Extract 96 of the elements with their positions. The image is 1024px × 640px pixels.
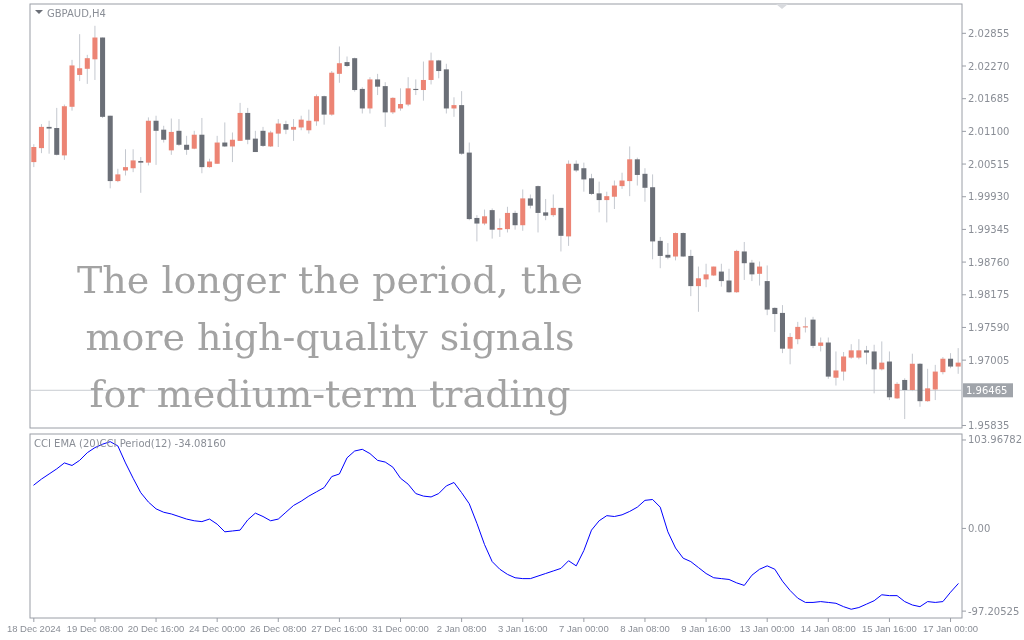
- candlestick: [38, 123, 44, 154]
- annotation: The longer the period, the more high-quality signals for medium-term trading: [77, 257, 583, 416]
- candlestick: [627, 145, 633, 197]
- candlestick: [749, 259, 755, 282]
- chart-title: GBPAUD,H4: [47, 7, 106, 19]
- candlestick: [84, 54, 90, 85]
- candlestick: [543, 198, 549, 221]
- x-tick-label: 19 Dec 08:00: [66, 623, 124, 634]
- candlestick: [741, 241, 747, 281]
- candlestick: [344, 56, 350, 68]
- x-tick-label: 31 Dec 00:00: [372, 623, 429, 634]
- candlestick: [581, 162, 587, 193]
- x-tick-label: 13 Jan 00:00: [739, 623, 795, 634]
- candlestick: [504, 206, 510, 233]
- ref-line-label: 1.96465: [966, 384, 1008, 396]
- candlestick: [512, 210, 518, 231]
- line-series: [33, 441, 959, 610]
- candlestick: [77, 33, 83, 82]
- x-tick-label: 18 Dec 2024: [6, 623, 61, 634]
- candlestick: [757, 261, 763, 287]
- x-tick-label: 9 Jan 16:00: [681, 623, 731, 634]
- x-tick-label: 24 Dec 00:00: [188, 623, 246, 634]
- x-tick-label: 2 Jan 08:00: [436, 623, 487, 634]
- y-tick-label: 103.96782: [968, 434, 1023, 446]
- y-tick-label: 1.98760: [968, 256, 1010, 268]
- candlestick: [642, 167, 648, 203]
- candlestick: [703, 263, 709, 288]
- candlestick: [833, 350, 839, 387]
- candlestick: [260, 126, 266, 148]
- candlestick: [428, 52, 434, 85]
- candlestick: [291, 118, 297, 142]
- y-tick-label: 0.00: [968, 522, 991, 534]
- candlestick: [168, 118, 174, 156]
- x-tick-label: 7 Jan 00:00: [559, 623, 609, 634]
- y-tick-label: 2.01685: [968, 93, 1010, 105]
- y-tick-label: 2.02270: [968, 60, 1010, 72]
- x-tick-label: 8 Jan 08:00: [620, 623, 670, 634]
- candlestick: [138, 156, 144, 194]
- candlestick: [92, 25, 98, 81]
- candlestick: [115, 168, 121, 183]
- candlestick: [283, 120, 289, 135]
- candlestick: [673, 231, 679, 261]
- candlestick: [772, 306, 778, 333]
- candlestick: [375, 73, 381, 96]
- candlestick: [787, 332, 793, 365]
- y-tick-label: 2.02855: [968, 27, 1010, 39]
- y-tick-label: 2.01100: [968, 125, 1010, 137]
- candlestick: [841, 351, 847, 382]
- candlestick: [153, 115, 159, 166]
- candlestick: [306, 109, 312, 135]
- y-tick-label: 1.99930: [968, 191, 1010, 203]
- candlestick: [863, 345, 870, 365]
- y-tick-label: 2.00515: [968, 158, 1010, 170]
- candlestick: [130, 148, 136, 173]
- candlestick: [596, 181, 602, 213]
- candlestick: [497, 218, 503, 238]
- x-tick-label: 14 Jan 08:00: [800, 623, 856, 634]
- candlestick: [795, 321, 801, 345]
- x-tick-label: 27 Dec 16:00: [311, 623, 368, 634]
- x-tick-label: 15 Jan 16:00: [861, 623, 917, 634]
- x-tick-label: 17 Jan 00:00: [923, 623, 979, 634]
- candlestick: [489, 207, 495, 240]
- candlestick: [856, 338, 862, 360]
- y-tick-label: 1.98175: [968, 289, 1010, 301]
- candlestick: [336, 45, 342, 84]
- y-tick-label: 1.95835: [968, 419, 1010, 431]
- y-tick-label: 1.97590: [968, 321, 1010, 333]
- candlestick: [275, 118, 281, 148]
- candlestick: [176, 118, 182, 147]
- candlestick: [405, 76, 411, 107]
- y-tick-label: 1.99345: [968, 223, 1010, 235]
- candlestick: [214, 135, 220, 165]
- candlestick: [451, 96, 457, 118]
- candlestick: [359, 86, 365, 114]
- x-tick-label: 3 Jan 16:00: [497, 623, 548, 634]
- candlestick: [550, 193, 556, 218]
- candlestick: [588, 173, 595, 196]
- candlestick: [695, 266, 701, 313]
- candlestick: [718, 263, 724, 288]
- y-tick-label: -97.20525: [968, 605, 1020, 617]
- candlestick: [321, 95, 327, 126]
- candlestick: [634, 157, 640, 187]
- x-tick-label: 20 Dec 16:00: [127, 623, 185, 634]
- candlestick: [611, 180, 617, 210]
- y-tick-label: 1.97005: [968, 354, 1010, 366]
- candlestick: [680, 231, 686, 258]
- candlestick: [420, 61, 426, 102]
- candlestick: [46, 120, 52, 155]
- candlestick: [184, 135, 190, 156]
- candlestick: [474, 214, 480, 242]
- x-tick-label: 26 Dec 08:00: [250, 623, 307, 634]
- candlestick: [31, 143, 37, 168]
- candlestick: [657, 236, 663, 269]
- candlestick: [726, 268, 732, 294]
- candlestick: [604, 191, 610, 223]
- candlestick: [665, 242, 671, 260]
